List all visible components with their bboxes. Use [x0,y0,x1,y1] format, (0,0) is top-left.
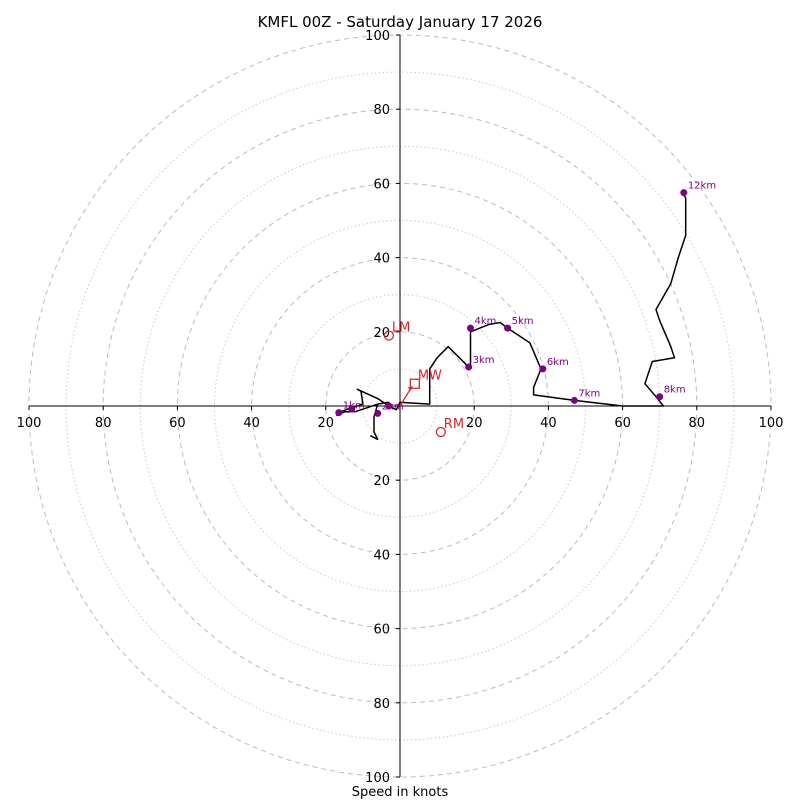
height-marker-point [465,363,473,371]
height-marker-label: 7km [578,388,600,399]
x-tick-label: 40 [540,416,557,431]
y-tick-label: 100 [365,29,390,44]
y-tick-label: 40 [373,548,390,563]
storm-motion-label: MW [418,369,442,384]
x-tick-label: 100 [17,416,42,431]
x-tick-label: 60 [169,416,186,431]
storm-motion-marker [383,330,395,341]
x-tick-label: 80 [689,416,706,431]
height-marker-point [374,409,382,417]
x-axis-label: Speed in knots [352,785,449,800]
y-tick-label: 80 [373,697,390,712]
hodograph-line [336,190,687,417]
height-marker-label: 4km [474,316,496,327]
y-tick-label: 60 [373,177,390,192]
height-markers: 1km2km3km4km5km6km7km8km12km [335,181,716,417]
height-marker-label: 8km [664,385,686,396]
height-marker-point [335,409,343,417]
storm-motion-marker [435,426,446,438]
height-marker-point [385,402,393,410]
x-tick-label: 100 [759,416,784,431]
y-tick-label: 80 [373,103,390,118]
tick-labels: 20 20 20 20 40 40 40 40 60 60 60 60 80 80 80 80 100 100 10… [17,29,784,786]
x-tick-label: 80 [95,416,112,431]
chart-title: KMFL 00Z - Saturday January 17 2026 [258,13,543,31]
storm-motion-label: RM [444,417,464,432]
height-marker-point [570,396,578,404]
y-tick-label: 40 [373,252,390,267]
height-marker-point [656,393,664,401]
y-tick-label: 20 [373,326,390,341]
mean-wind-arrow [399,386,413,407]
height-marker-point [504,324,512,332]
y-tick-label: 20 [373,474,390,489]
y-tick-label: 100 [365,771,390,786]
storm-motion-markers: LM RM MW [383,321,464,438]
hodograph-line [369,403,379,441]
storm-motion-label: LM [392,321,410,336]
x-tick-label: 20 [466,416,483,431]
height-marker-point [680,189,688,197]
x-tick-label: 40 [243,416,260,431]
y-tick-label: 60 [373,623,390,638]
x-tick-label: 60 [614,416,631,431]
height-marker-label: 3km [473,355,495,366]
height-marker-label: 2km [382,401,404,412]
height-marker-point [539,365,547,373]
storm-motion-marker [409,378,420,389]
height-marker-label: 5km [512,316,534,327]
height-marker-point [348,405,356,413]
x-tick-label: 20 [318,416,335,431]
mean-wind-arrowhead [407,385,413,391]
height-marker-label: 6km [547,357,569,368]
height-marker-point [466,324,474,332]
height-marker-label: 12km [688,181,716,192]
